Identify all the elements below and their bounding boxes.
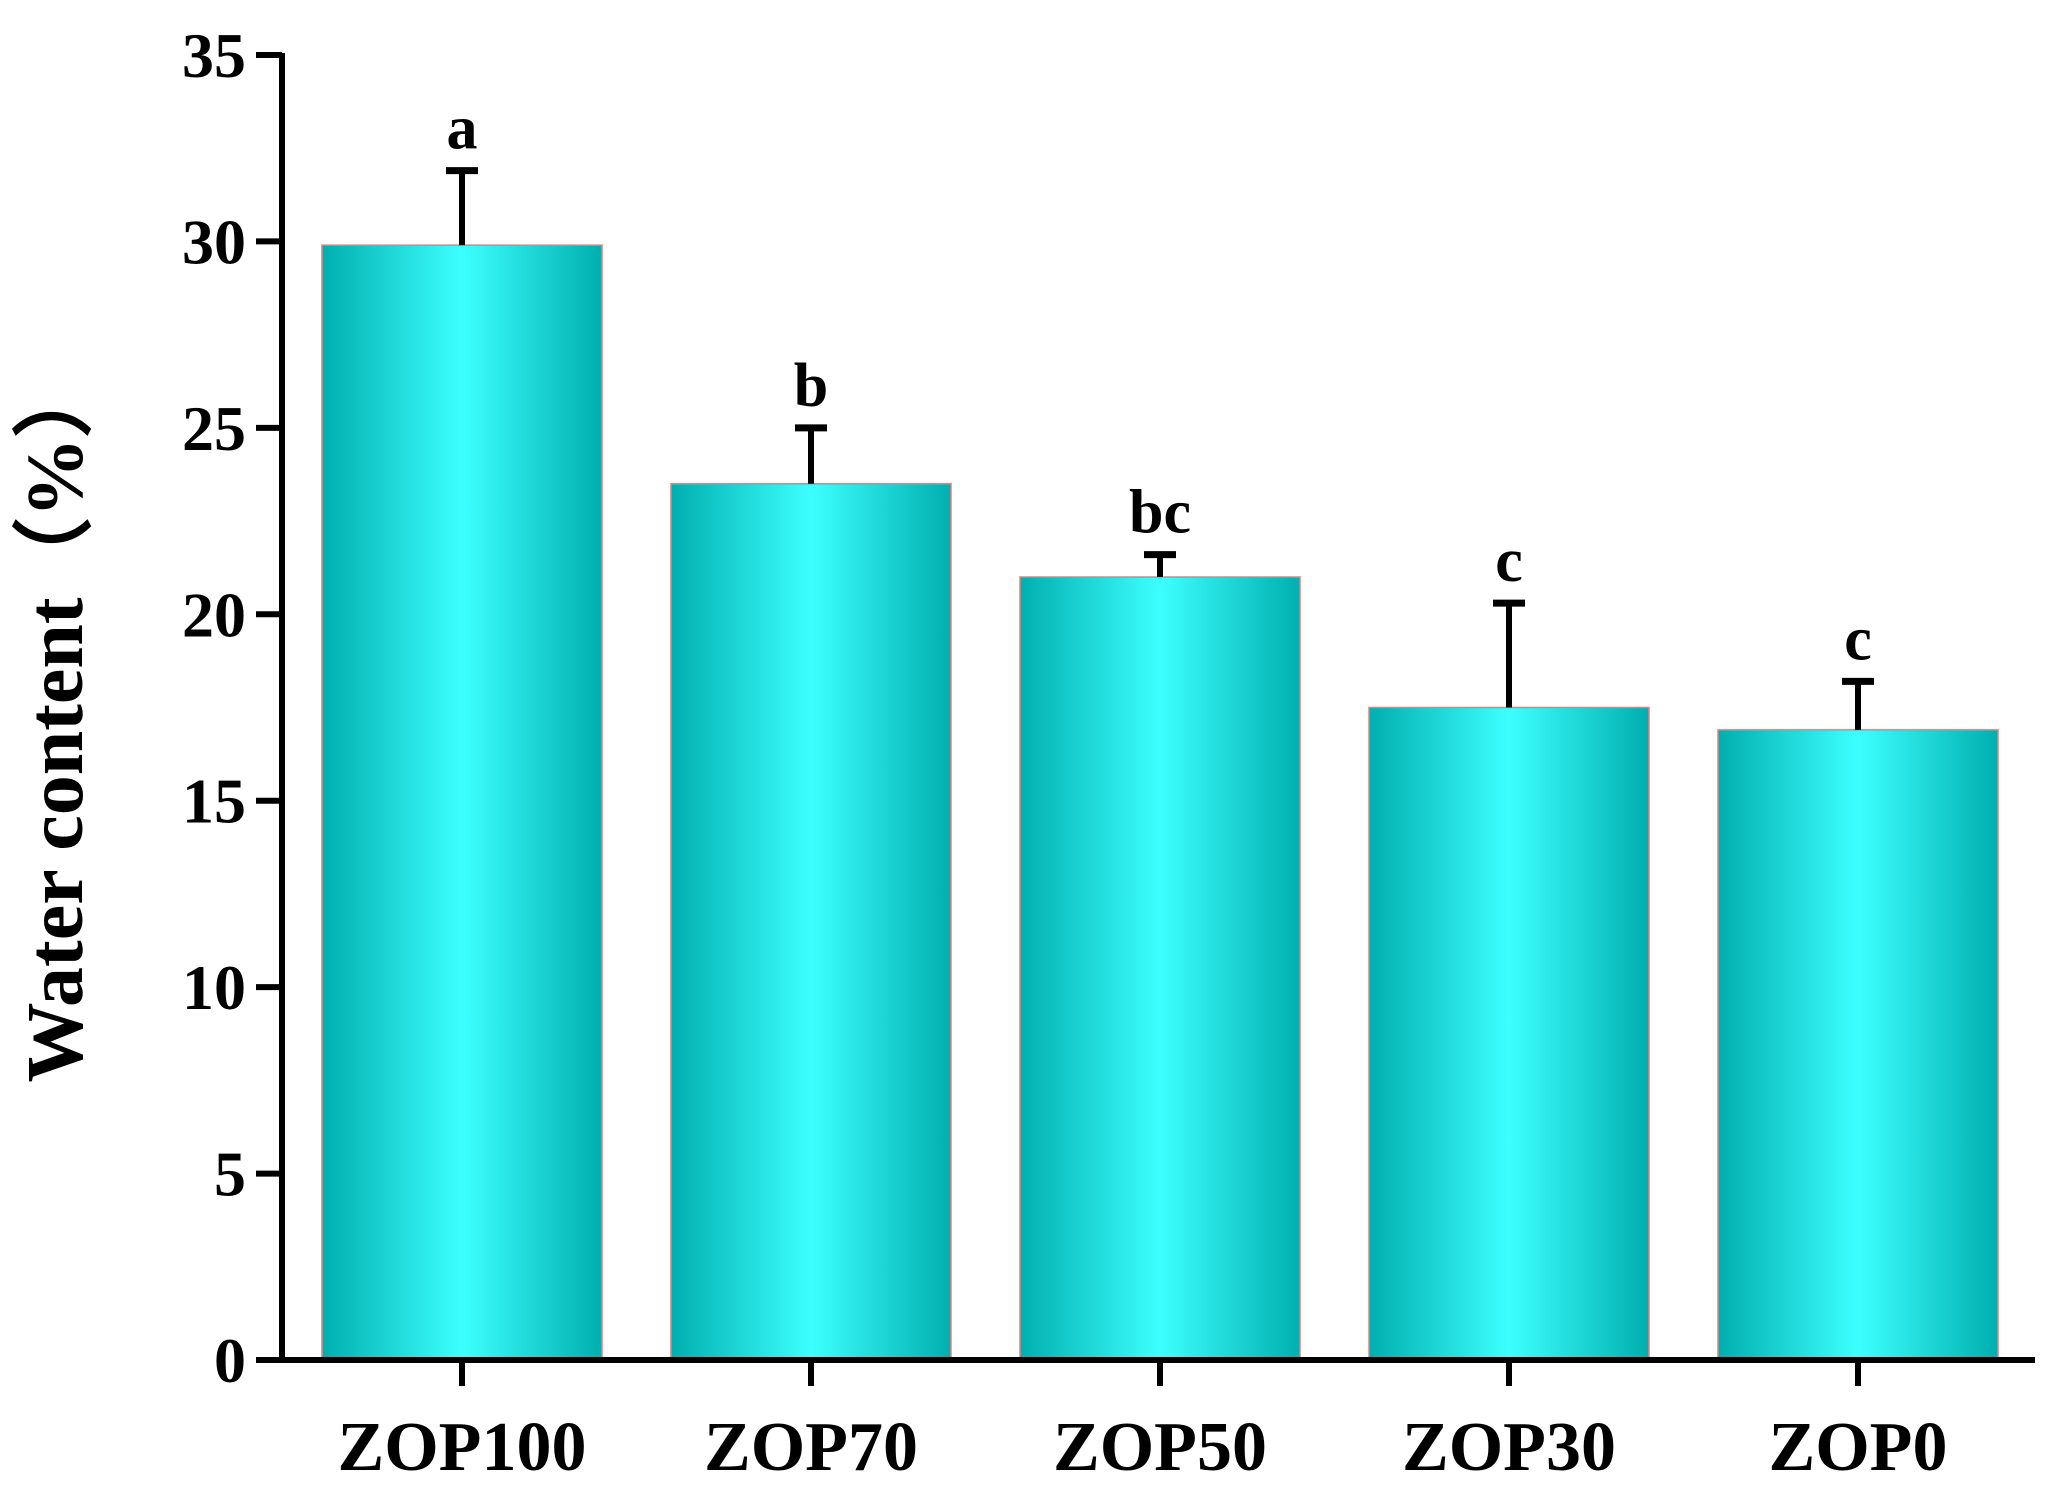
x-tick-label: ZOP100 [338, 1409, 587, 1486]
y-tick-label: 0 [214, 1325, 246, 1396]
bars [321, 244, 1999, 1361]
significance-letter-ZOP100: a [447, 95, 478, 163]
y-tick-label: 10 [182, 952, 246, 1023]
x-tick-label: ZOP0 [1769, 1409, 1948, 1486]
y-tick-label: 15 [182, 766, 246, 837]
significance-letter-ZOP50: bc [1129, 479, 1191, 547]
significance-letter-ZOP0: c [1844, 605, 1872, 673]
bar-ZOP50 [1019, 576, 1301, 1361]
y-tick-label: 25 [182, 393, 246, 464]
error-bars [446, 167, 1874, 730]
y-tick-label: 5 [214, 1139, 246, 1210]
significance-letters: a b bc c c [447, 95, 1872, 674]
significance-letter-ZOP30: c [1495, 527, 1523, 595]
x-tick-label: ZOP30 [1402, 1409, 1616, 1486]
y-tick-label: 20 [182, 579, 246, 650]
axes: 0 5 10 15 20 25 30 35 ZOP100 ZOP70 ZOP50 ZOP30 ZOP0 [182, 20, 2035, 1486]
bar-ZOP30 [1368, 706, 1650, 1361]
x-tick-label: ZOP50 [1053, 1409, 1267, 1486]
bar-ZOP0 [1717, 729, 1999, 1361]
y-tick-label: 35 [182, 20, 246, 91]
y-axis-title: Water content（%） [12, 357, 100, 1082]
bar-ZOP100 [321, 244, 603, 1361]
y-tick-label: 30 [182, 206, 246, 277]
bar-ZOP70 [670, 483, 952, 1361]
x-tick-label: ZOP70 [704, 1409, 918, 1486]
significance-letter-ZOP70: b [794, 352, 828, 420]
